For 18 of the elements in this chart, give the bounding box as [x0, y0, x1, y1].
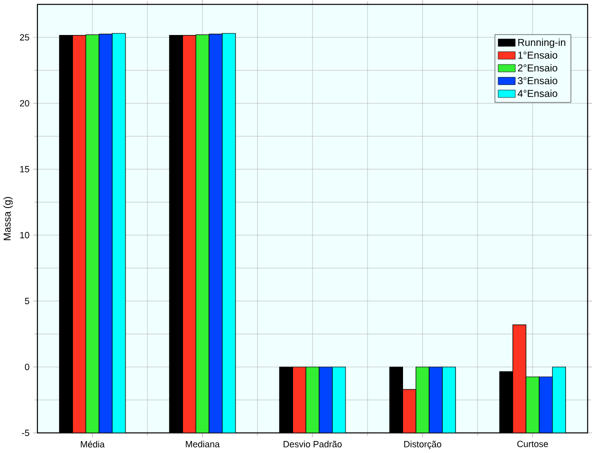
y-tick-label: -5 [22, 430, 30, 436]
legend-label: 1°Ensaio [518, 52, 558, 59]
y-tick-label: 25 [20, 34, 30, 41]
legend-label: 2°Ensaio [518, 64, 558, 72]
legend-label: 4°Ensaio [518, 90, 558, 98]
y-tick-label: 0 [24, 364, 30, 370]
y-axis-title: Massa (g) [3, 197, 13, 240]
x-tick-label: Curtose [517, 440, 548, 448]
x-tick-label: Média [80, 440, 105, 448]
legend-label: 3°Ensaio [518, 77, 558, 84]
y-tick-label: 5 [24, 298, 30, 304]
y-tick-label: 15 [20, 166, 30, 173]
x-tick-label: Distorção [404, 440, 442, 450]
x-tick-label: Desvio Padrão [284, 440, 342, 448]
y-tick-label: 20 [20, 100, 30, 107]
y-tick-label: 10 [20, 232, 30, 239]
x-tick-label: Mediana [186, 440, 220, 448]
legend-label: Running-in [518, 38, 566, 48]
